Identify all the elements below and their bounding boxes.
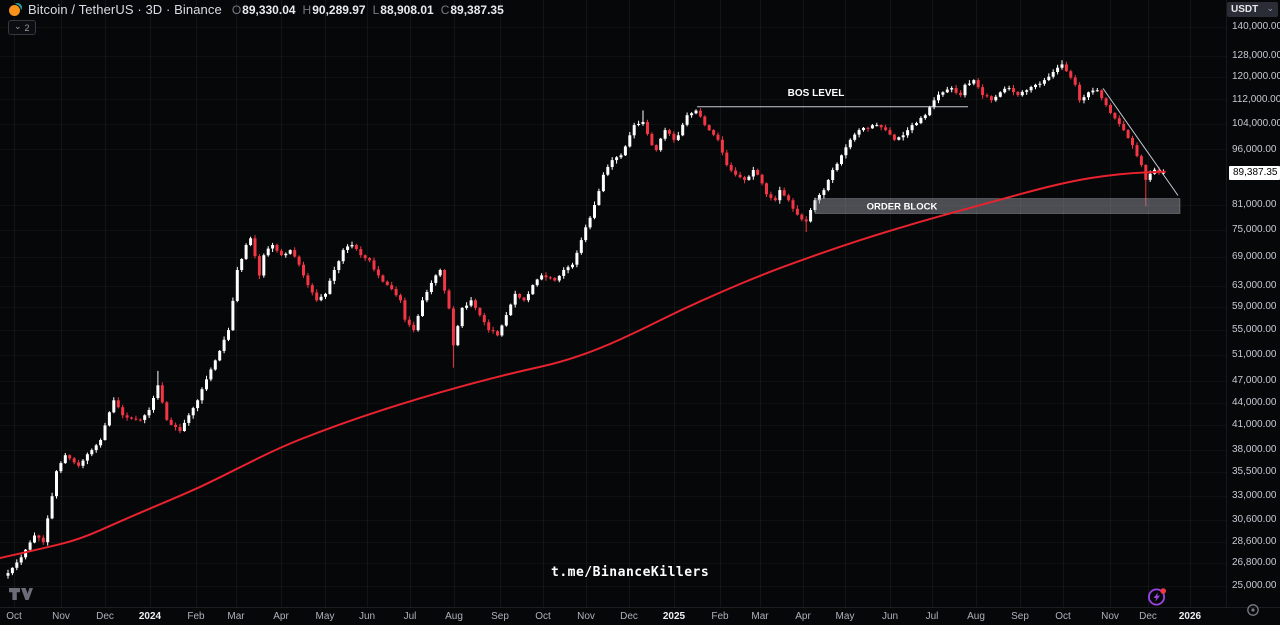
price-tick-label: 75,000.00 (1232, 223, 1277, 235)
price-tick-label: 128,000.00 (1232, 50, 1280, 62)
open-value: 89,330.04 (242, 2, 296, 17)
price-tick-label: 81,000.00 (1232, 198, 1277, 210)
time-tick-month-label: May (315, 611, 335, 622)
price-tick-label: 96,000.00 (1232, 143, 1277, 155)
high-value: 90,289.97 (312, 2, 366, 17)
price-tick-label: 112,000.00 (1232, 93, 1280, 105)
price-tick-label: 63,000.00 (1232, 280, 1277, 292)
price-tick-label: 35,500.00 (1232, 466, 1277, 478)
time-tick-month-label: Jun (881, 611, 899, 622)
price-tick-label: 120,000.00 (1232, 71, 1280, 83)
close-value: 89,387.35 (450, 2, 504, 17)
price-axis[interactable]: 89,387.35 140,000.00 128,000.00 120,000.00… (1226, 0, 1280, 607)
high-label: H (302, 2, 312, 17)
time-tick-month-label: Feb (187, 611, 205, 622)
low-value: 88,908.01 (380, 2, 434, 17)
price-tick-label: 30,600.00 (1232, 514, 1277, 526)
currency-unit-label: USDT (1231, 4, 1259, 15)
time-axis[interactable]: Oct Nov Dec 2024 Feb Mar Apr May Jun Jul Aug Sep Oct… (0, 607, 1280, 625)
time-tick-month-label: Dec (620, 611, 638, 622)
time-tick-month-label: Feb (711, 611, 729, 622)
collapse-indicators-button[interactable]: ⌄ 2 (8, 20, 36, 35)
price-tick-label: 26,800.00 (1232, 557, 1277, 569)
price-tick-label: 140,000.00 (1232, 21, 1280, 33)
order-block-zone[interactable] (814, 198, 1181, 214)
time-tick-month-label: Jul (925, 611, 939, 622)
symbol-legend[interactable]: Bitcoin / TetherUS · 3D · Binance O89,33… (8, 2, 504, 17)
price-tick-label: 38,000.00 (1232, 444, 1277, 456)
hidden-indicators-count: 2 (24, 22, 30, 33)
time-tick-month-label: Jun (358, 611, 376, 622)
time-tick-month-label: Apr (273, 611, 289, 622)
channel-watermark: t.me/BinanceKillers (551, 565, 710, 580)
chevron-down-icon: ⌄ (14, 21, 22, 31)
alert-flash-icon[interactable] (1147, 587, 1167, 607)
time-tick-year-label: 2026 (1178, 611, 1202, 622)
time-tick-year-label: 2025 (662, 611, 686, 622)
time-tick-month-label: Nov (577, 611, 595, 622)
symbol-title[interactable]: Bitcoin / TetherUS · 3D · Binance (28, 2, 222, 17)
chevron-down-icon: ⌄ (1266, 3, 1274, 13)
time-tick-month-label: Oct (535, 611, 551, 622)
current-price-tag: 89,387.35 (1229, 165, 1280, 180)
time-tick-month-label: Sep (1011, 611, 1029, 622)
price-chart-pane[interactable]: BOS LEVEL ORDER BLOCK (0, 0, 1226, 608)
moving-average-line (0, 170, 1166, 559)
time-tick-month-label: Aug (967, 611, 985, 622)
time-tick-month-label: Aug (445, 611, 463, 622)
time-tick-month-label: Jul (403, 611, 417, 622)
descending-trendline[interactable] (1102, 88, 1179, 196)
time-tick-month-label: Sep (491, 611, 509, 622)
candle-wicks-up (7, 60, 1164, 579)
time-tick-month-label: Mar (227, 611, 245, 622)
time-tick-month-label: Nov (1101, 611, 1119, 622)
price-tick-label: 47,000.00 (1232, 375, 1277, 387)
open-label: O (231, 2, 242, 17)
price-tick-label: 69,000.00 (1232, 250, 1277, 262)
price-tick-label: 104,000.00 (1232, 117, 1280, 129)
time-tick-month-label: Apr (795, 611, 811, 622)
pair-logo-icon (8, 2, 22, 17)
close-label: C (440, 2, 450, 17)
price-tick-label: 25,000.00 (1232, 579, 1277, 591)
time-tick-month-label: Mar (751, 611, 769, 622)
price-tick-label: 33,000.00 (1232, 489, 1277, 501)
price-tick-label: 59,000.00 (1232, 301, 1277, 313)
time-tick-month-label: Dec (1139, 611, 1157, 622)
time-tick-month-label: May (835, 611, 855, 622)
time-tick-month-label: Nov (52, 611, 70, 622)
axis-settings-gear-icon[interactable] (1246, 603, 1260, 617)
time-tick-month-label: Oct (6, 611, 22, 622)
time-tick-month-label: Oct (1055, 611, 1071, 622)
currency-unit-button[interactable]: USDT ⌄ (1227, 2, 1278, 17)
time-tick-year-label: 2024 (138, 611, 162, 622)
price-tick-label: 41,000.00 (1232, 419, 1277, 431)
price-tick-label: 44,000.00 (1232, 396, 1277, 408)
price-tick-label: 51,000.00 (1232, 348, 1277, 360)
low-label: L (372, 2, 380, 17)
candle-wicks-down (38, 61, 1160, 545)
order-block-label[interactable]: ORDER BLOCK (867, 202, 938, 213)
time-tick-month-label: Dec (96, 611, 114, 622)
bos-level-label[interactable]: BOS LEVEL (788, 88, 845, 99)
ohlc-values: O89,330.04 H90,289.97 L88,908.01 C89,387… (232, 3, 504, 17)
price-tick-label: 28,600.00 (1232, 536, 1277, 548)
tradingview-logo[interactable] (9, 587, 33, 603)
price-tick-label: 55,000.00 (1232, 324, 1277, 336)
